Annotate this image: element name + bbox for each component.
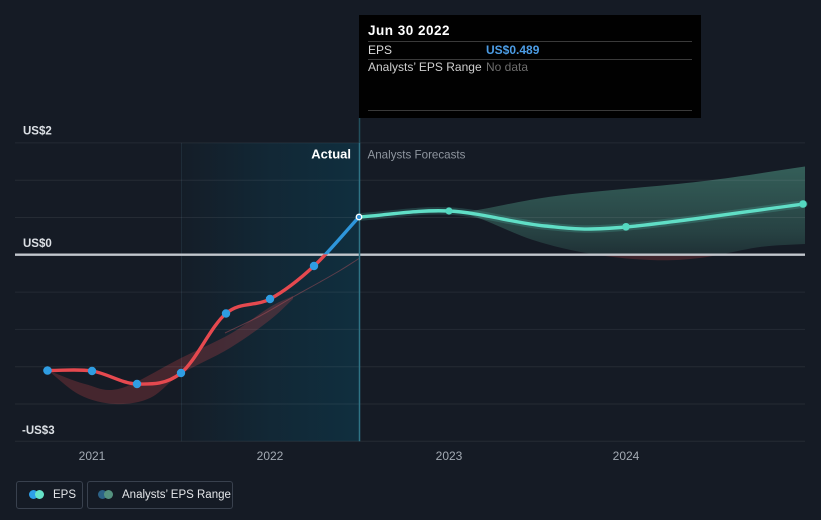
svg-text:Analysts Forecasts: Analysts Forecasts [368,149,466,162]
svg-text:Actual: Actual [311,147,351,162]
svg-text:US$0: US$0 [23,238,52,250]
svg-text:2024: 2024 [613,449,640,463]
svg-text:-US$3: -US$3 [22,425,55,437]
svg-text:2021: 2021 [79,449,106,463]
svg-text:2022: 2022 [257,449,284,463]
svg-text:2023: 2023 [436,449,463,463]
svg-text:US$2: US$2 [23,126,52,138]
